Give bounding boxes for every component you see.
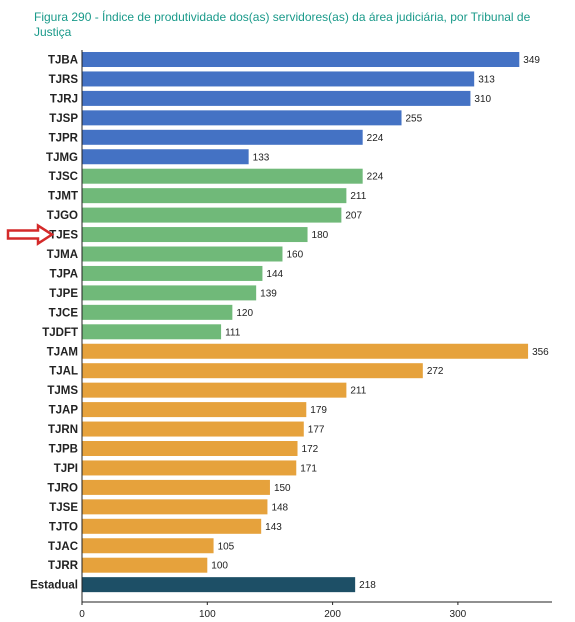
value-label: 111	[225, 327, 241, 338]
category-label: TJPI	[54, 463, 78, 475]
value-label: 313	[478, 74, 495, 85]
value-label: 139	[260, 288, 277, 299]
value-label: 218	[359, 580, 376, 591]
bar	[82, 90, 471, 106]
bar	[82, 538, 214, 554]
category-label: TJGO	[47, 210, 78, 222]
value-label: 177	[308, 425, 325, 436]
bar	[82, 304, 233, 320]
value-label: 143	[265, 522, 282, 533]
category-label: TJBA	[48, 55, 78, 67]
category-label: TJMA	[47, 249, 78, 261]
bar	[82, 499, 268, 515]
category-label: TJMS	[47, 385, 78, 397]
category-label: TJPR	[49, 132, 79, 144]
value-label: 356	[532, 347, 549, 358]
value-label: 310	[474, 94, 491, 105]
value-label: 144	[266, 269, 283, 280]
bar	[82, 265, 263, 281]
value-label: 148	[271, 502, 288, 513]
value-label: 179	[310, 405, 327, 416]
category-label: TJTO	[49, 521, 78, 533]
bar	[82, 52, 520, 67]
value-label: 211	[350, 386, 366, 397]
value-label: 100	[211, 561, 228, 572]
category-label: TJSP	[49, 113, 78, 125]
value-label: 211	[350, 191, 366, 202]
category-label: TJPE	[49, 288, 78, 300]
category-label: TJAC	[48, 541, 78, 553]
category-label: TJMG	[46, 152, 78, 164]
bar	[82, 460, 297, 476]
bar	[82, 421, 304, 437]
value-label: 172	[302, 444, 319, 455]
category-label: TJES	[49, 230, 78, 242]
bar	[82, 577, 356, 593]
value-label: 150	[274, 483, 291, 494]
category-label: TJAM	[47, 346, 78, 358]
bar	[82, 110, 402, 126]
bar	[82, 168, 363, 184]
category-label: TJMT	[48, 191, 78, 203]
category-label: TJSC	[49, 171, 78, 183]
bar	[82, 285, 257, 301]
bar	[82, 382, 347, 398]
bar	[82, 441, 298, 456]
bar	[82, 363, 423, 379]
bar	[82, 343, 529, 359]
category-label: TJAP	[49, 405, 79, 417]
category-label: TJRO	[47, 482, 78, 494]
value-label: 180	[312, 230, 329, 241]
x-tick-label: 100	[199, 609, 216, 620]
category-label: TJSE	[49, 502, 78, 514]
category-label: TJDFT	[42, 327, 78, 339]
chart-title: Figura 290 - Índice de produtividade dos…	[34, 10, 531, 39]
category-label: TJRR	[48, 560, 79, 572]
bar	[82, 188, 347, 204]
x-tick-label: 300	[450, 609, 467, 620]
category-label: TJPB	[49, 444, 78, 456]
highlight-arrow-icon	[6, 223, 55, 246]
value-label: 255	[406, 113, 423, 124]
bar	[82, 518, 262, 534]
value-label: 224	[367, 172, 384, 183]
bar	[82, 71, 475, 87]
bar	[82, 402, 307, 418]
value-label: 160	[286, 250, 303, 261]
bar	[82, 207, 342, 223]
category-label: Estadual	[30, 580, 78, 592]
bar	[82, 324, 222, 340]
category-label: TJRJ	[50, 93, 78, 105]
category-label: TJRN	[48, 424, 78, 436]
bar	[82, 149, 249, 165]
bar	[82, 479, 270, 495]
value-label: 272	[427, 366, 444, 377]
category-label: TJAL	[49, 366, 78, 378]
category-label: TJCE	[49, 307, 79, 319]
value-label: 133	[253, 152, 270, 163]
value-label: 207	[345, 211, 362, 222]
bar	[82, 246, 283, 262]
value-label: 224	[367, 133, 384, 144]
category-label: TJPA	[49, 268, 78, 280]
value-label: 105	[218, 541, 235, 552]
bar	[82, 129, 363, 145]
category-label: TJRS	[49, 74, 79, 86]
bar	[82, 227, 308, 243]
x-tick-label: 200	[324, 609, 341, 620]
x-tick-label: 0	[79, 609, 85, 620]
value-label: 171	[300, 463, 317, 474]
value-label: 349	[523, 55, 540, 66]
bar	[82, 557, 208, 573]
value-label: 120	[236, 308, 253, 319]
